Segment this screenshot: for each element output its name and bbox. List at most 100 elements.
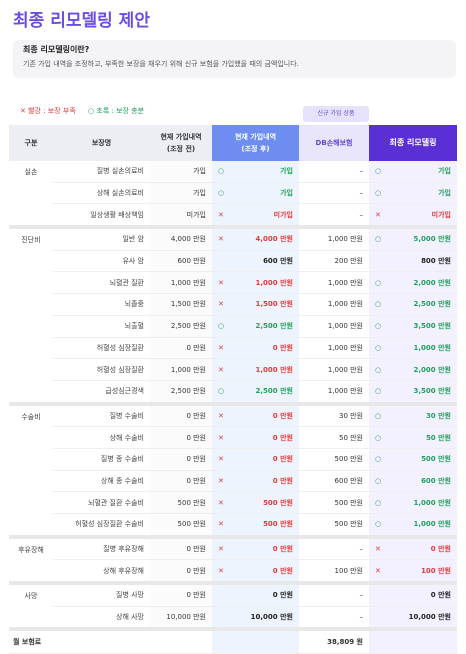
table-row: 뇌졸중 1,500 만원 ✕ 1,500 만원 1,000 만원 ○ 2,500 만원 bbox=[9, 293, 457, 316]
after-value: 0 만원 bbox=[272, 433, 293, 442]
table-row: 급성심근경색 2,500 만원 ○ 2,500 만원 1,000 만원 ○ 3,500 만원 bbox=[9, 380, 457, 405]
current-value: 1,000 만원 bbox=[150, 271, 212, 295]
final-value: 600 만원 bbox=[421, 476, 451, 485]
table-row: 상해 후유장해 0 만원 ✕ 0 만원 100 만원 ✕ 100 만원 bbox=[9, 559, 457, 584]
final-cell: ○ 1,000 만원 bbox=[369, 491, 457, 514]
total-empty-cell bbox=[369, 627, 457, 654]
after-value: 가입 bbox=[280, 189, 293, 198]
total-empty-cell bbox=[150, 627, 212, 654]
final-value: 500 만원 bbox=[421, 455, 451, 464]
final-cell: ○ 5,000 만원 bbox=[369, 225, 457, 251]
after-value: 1,000 만원 bbox=[255, 278, 293, 287]
final-value: 800 만원 bbox=[421, 257, 451, 266]
coverage-name: 질병 후유장해 bbox=[53, 534, 150, 561]
coverage-name: 뇌졸중 bbox=[53, 293, 150, 316]
legend-green: ○ 초록 : 보장 충분 bbox=[88, 107, 144, 115]
cross-icon: ✕ bbox=[218, 566, 224, 575]
db-value: – bbox=[299, 534, 369, 561]
current-value: 0 만원 bbox=[150, 426, 212, 449]
after-cell: 600 만원 bbox=[212, 250, 299, 273]
after-value: 500 만원 bbox=[263, 498, 293, 507]
final-value: 100 만원 bbox=[421, 566, 451, 575]
final-cell: ✕ 미가입 bbox=[369, 203, 457, 228]
after-value: 1,000 만원 bbox=[255, 365, 293, 374]
category-cell: 사망 bbox=[9, 581, 53, 630]
final-cell: ○ 50 만원 bbox=[369, 426, 457, 449]
cross-icon: ✕ bbox=[375, 545, 381, 554]
db-value: 1,000 만원 bbox=[299, 380, 369, 405]
after-cell: ○ 가입 bbox=[212, 161, 299, 183]
after-value: 10,000 만원 bbox=[250, 613, 293, 622]
header-item: 보장명 bbox=[53, 125, 150, 161]
after-value: 1,500 만원 bbox=[255, 300, 293, 309]
final-cell: ○ 2,000 만원 bbox=[369, 358, 457, 381]
after-value: 가입 bbox=[280, 167, 293, 176]
header-current-line1: 현재 가입내역 bbox=[160, 133, 202, 141]
cross-icon: ✕ bbox=[218, 411, 224, 420]
db-value: 500 만원 bbox=[299, 448, 369, 471]
table-row: 실손 질병 실손의료비 가입 ○ 가입 – ○ 가입 bbox=[9, 161, 457, 183]
circle-icon: ○ bbox=[375, 387, 382, 396]
circle-icon: ○ bbox=[375, 411, 382, 420]
table-row: 상해 실손의료비 가입 ○ 가입 – ○ 가입 bbox=[9, 182, 457, 205]
circle-icon: ○ bbox=[375, 520, 382, 529]
coverage-name: 급성심근경색 bbox=[53, 380, 150, 405]
header-current: 현재 가입내역 (조정 전) bbox=[150, 125, 212, 161]
cross-icon: ✕ bbox=[218, 300, 224, 309]
final-value: 2,500 만원 bbox=[413, 300, 451, 309]
after-cell: ○ 2,500 만원 bbox=[212, 380, 299, 405]
cross-icon: ✕ bbox=[218, 365, 224, 374]
total-row: 월 보험료 38,809 원 bbox=[9, 627, 457, 654]
cross-icon: ✕ bbox=[218, 545, 224, 554]
total-label: 월 보험료 bbox=[9, 627, 53, 654]
table-row: 뇌혈관 질환 1,000 만원 ✕ 1,000 만원 1,000 만원 ○ 2,000 만원 bbox=[9, 271, 457, 295]
final-cell: ○ 3,500 만원 bbox=[369, 380, 457, 405]
after-value: 600 만원 bbox=[263, 257, 293, 266]
after-cell: ✕ 500 만원 bbox=[212, 491, 299, 514]
final-value: 3,500 만원 bbox=[413, 387, 451, 396]
final-value: 가입 bbox=[438, 167, 451, 176]
final-cell: ○ 1,000 만원 bbox=[369, 337, 457, 360]
table-row: 상해 종 수술비 0 만원 ✕ 0 만원 600 만원 ○ 600 만원 bbox=[9, 470, 457, 493]
current-value: 가입 bbox=[150, 182, 212, 205]
db-value: 1,000 만원 bbox=[299, 358, 369, 381]
after-value: 4,000 만원 bbox=[255, 235, 293, 244]
coverage-name: 질병 종 수술비 bbox=[53, 448, 150, 471]
circle-icon: ○ bbox=[375, 322, 382, 331]
after-value: 0 만원 bbox=[272, 566, 293, 575]
category-cell: 수술비 bbox=[9, 401, 53, 537]
current-value: 0 만원 bbox=[150, 448, 212, 471]
cross-icon: ✕ bbox=[218, 520, 224, 529]
final-cell: 0 만원 bbox=[369, 581, 457, 607]
final-value: 가입 bbox=[438, 189, 451, 198]
final-cell: ○ 1,000 만원 bbox=[369, 513, 457, 538]
table-row: 사망 질병 사망 0 만원 0 만원 –0 만원 bbox=[9, 581, 457, 630]
db-value: 500 만원 bbox=[299, 513, 369, 538]
header-category: 구분 bbox=[9, 125, 53, 161]
table-row: 상해 사망 10,000 만원 10,000 만원 –10,000 만원 bbox=[9, 606, 457, 630]
after-cell: ✕ 0 만원 bbox=[212, 337, 299, 360]
db-value: 1,000 만원 bbox=[299, 315, 369, 338]
final-cell: ✕ 0 만원 bbox=[369, 534, 457, 561]
current-value: 가입 bbox=[150, 161, 212, 183]
after-cell: ✕ 미가입 bbox=[212, 203, 299, 228]
circle-icon: ○ bbox=[375, 365, 382, 374]
legend-red: ✕ 빨강 : 보장 부족 bbox=[20, 107, 76, 115]
cross-icon: ✕ bbox=[218, 210, 224, 219]
remodeling-table: 구분 보장명 현재 가입내역 (조정 전) 현재 가입내역 (조정 후) DB손해보… bbox=[9, 125, 457, 654]
current-value: 500 만원 bbox=[150, 491, 212, 514]
after-cell: ○ 2,500 만원 bbox=[212, 315, 299, 338]
after-value: 2,500 만원 bbox=[255, 387, 293, 396]
current-value: 2,500 만원 bbox=[150, 315, 212, 338]
db-value: – bbox=[299, 203, 369, 228]
db-value: – bbox=[299, 606, 369, 630]
db-value: 600 만원 bbox=[299, 470, 369, 493]
category-cell: 진단비 bbox=[9, 225, 53, 404]
table-row: 일상생활 배상책임 미가입 ✕ 미가입 – ✕ 미가입 bbox=[9, 203, 457, 228]
after-cell: ✕ 0 만원 bbox=[212, 401, 299, 428]
after-value: 0 만원 bbox=[272, 591, 293, 600]
after-cell: ✕ 500 만원 bbox=[212, 513, 299, 538]
final-cell: ○ 30 만원 bbox=[369, 401, 457, 428]
table-row: 허혈성 심장질환 0 만원 ✕ 0 만원 1,000 만원 ○ 1,000 만원 bbox=[9, 337, 457, 360]
table-row: 질병 종 수술비 0 만원 ✕ 0 만원 500 만원 ○ 500 만원 bbox=[9, 448, 457, 471]
